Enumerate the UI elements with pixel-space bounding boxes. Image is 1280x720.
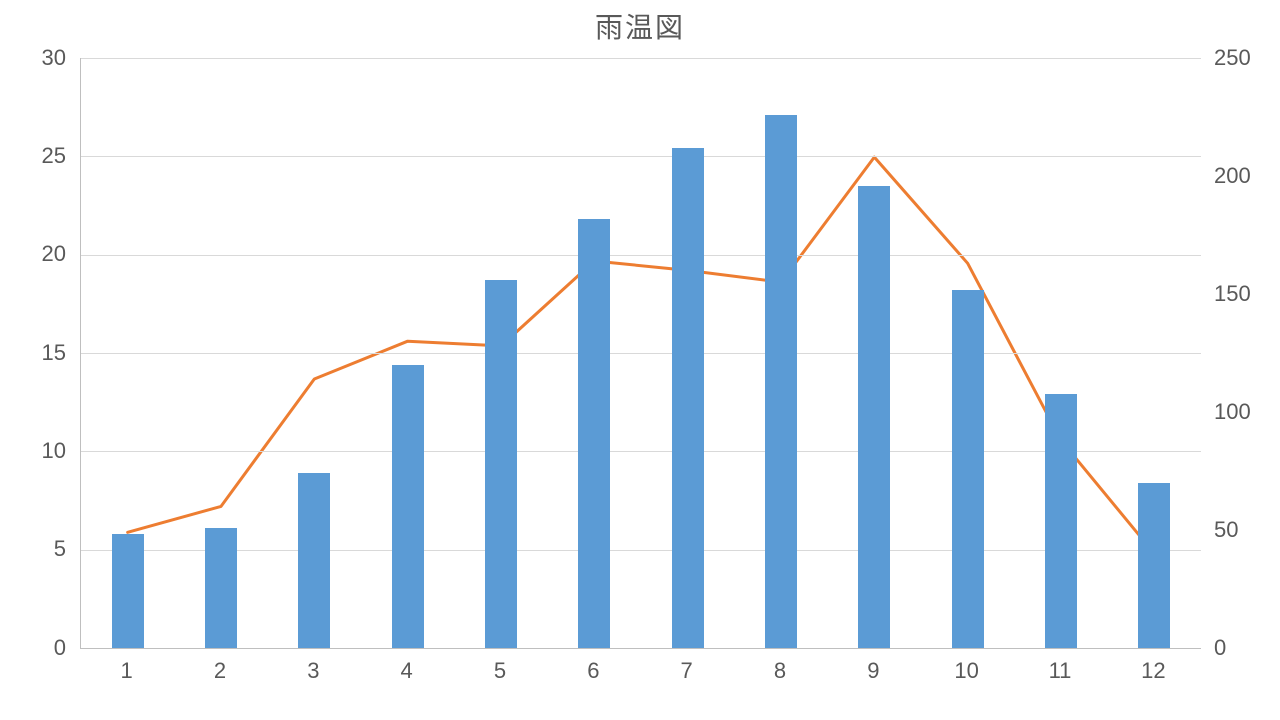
y-left-tick: 10 <box>0 438 66 464</box>
gridline <box>81 550 1201 551</box>
bar <box>578 219 610 648</box>
gridline <box>81 255 1201 256</box>
bar <box>205 528 237 648</box>
y-right-tick: 200 <box>1214 163 1251 189</box>
y-right-tick: 50 <box>1214 517 1238 543</box>
x-tick: 3 <box>267 658 360 684</box>
y-left-tick: 30 <box>0 45 66 71</box>
bar <box>392 365 424 648</box>
line-path <box>128 157 1155 553</box>
bar <box>858 186 890 648</box>
x-tick: 6 <box>547 658 640 684</box>
x-tick: 5 <box>453 658 546 684</box>
x-tick: 8 <box>733 658 826 684</box>
gridline <box>81 353 1201 354</box>
plot-area <box>80 58 1201 649</box>
gridline <box>81 156 1201 157</box>
x-tick: 2 <box>173 658 266 684</box>
bar <box>672 148 704 648</box>
climograph-chart: 雨温図 051015202530050100150200250123456789… <box>0 0 1280 720</box>
bar <box>112 534 144 648</box>
bar <box>1138 483 1170 648</box>
gridline <box>81 58 1201 59</box>
y-left-tick: 25 <box>0 143 66 169</box>
x-tick: 7 <box>640 658 733 684</box>
bar <box>765 115 797 648</box>
chart-title: 雨温図 <box>0 6 1280 46</box>
bar <box>1045 394 1077 648</box>
bar <box>952 290 984 648</box>
x-tick: 4 <box>360 658 453 684</box>
bar <box>298 473 330 648</box>
y-right-tick: 100 <box>1214 399 1251 425</box>
y-right-tick: 150 <box>1214 281 1251 307</box>
y-left-tick: 5 <box>0 536 66 562</box>
x-tick: 11 <box>1013 658 1106 684</box>
x-tick: 12 <box>1107 658 1200 684</box>
y-right-tick: 0 <box>1214 635 1226 661</box>
y-left-tick: 0 <box>0 635 66 661</box>
bar <box>485 280 517 648</box>
y-right-tick: 250 <box>1214 45 1251 71</box>
x-tick: 1 <box>80 658 173 684</box>
y-left-tick: 20 <box>0 241 66 267</box>
gridline <box>81 451 1201 452</box>
x-tick: 10 <box>920 658 1013 684</box>
y-left-tick: 15 <box>0 340 66 366</box>
x-tick: 9 <box>827 658 920 684</box>
